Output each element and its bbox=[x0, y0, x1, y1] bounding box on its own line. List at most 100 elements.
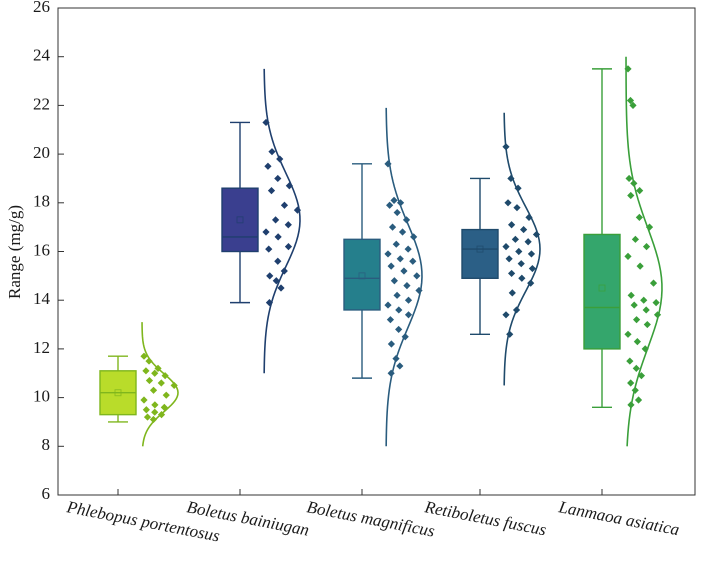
box bbox=[221, 187, 259, 253]
data-point bbox=[630, 179, 638, 187]
data-point bbox=[390, 196, 398, 204]
data-point bbox=[515, 247, 523, 256]
data-point bbox=[642, 243, 651, 251]
data-point bbox=[518, 274, 526, 282]
data-point bbox=[272, 216, 280, 224]
data-point bbox=[636, 187, 644, 195]
data-point bbox=[404, 245, 412, 253]
y-axis: 6 8 10 12 14 16 18 20 22 24 26 bbox=[33, 0, 64, 503]
data-point bbox=[267, 187, 276, 195]
data-point bbox=[140, 352, 148, 360]
data-point bbox=[637, 372, 646, 380]
data-point bbox=[264, 162, 272, 170]
data-point bbox=[390, 277, 398, 285]
data-point bbox=[517, 260, 525, 268]
data-point bbox=[528, 264, 537, 273]
data-point bbox=[284, 243, 293, 251]
data-point bbox=[392, 240, 400, 248]
data-point bbox=[280, 201, 289, 209]
data-point bbox=[404, 311, 413, 319]
data-point bbox=[384, 160, 392, 168]
data-point bbox=[398, 228, 407, 236]
data-point bbox=[384, 250, 392, 258]
data-point bbox=[506, 330, 514, 338]
data-point bbox=[386, 316, 395, 324]
density-curve bbox=[263, 68, 301, 374]
data-point bbox=[627, 401, 635, 409]
data-point bbox=[400, 267, 408, 275]
y-tick-label: 6 bbox=[42, 484, 51, 503]
data-point bbox=[508, 289, 516, 297]
data-point bbox=[625, 174, 633, 183]
data-point bbox=[293, 206, 302, 214]
data-point bbox=[265, 245, 273, 253]
box bbox=[343, 238, 381, 311]
y-tick-label: 24 bbox=[33, 46, 51, 65]
x-tick-label: Retiboletus fuscus bbox=[422, 497, 548, 539]
data-point bbox=[396, 199, 405, 207]
data-point bbox=[396, 362, 404, 370]
data-point bbox=[145, 357, 153, 365]
data-point bbox=[525, 213, 533, 222]
group-phlebopus-portentosus bbox=[99, 322, 179, 447]
data-point bbox=[386, 201, 394, 209]
data-point bbox=[274, 233, 282, 241]
data-point bbox=[140, 396, 148, 404]
data-point bbox=[512, 306, 521, 314]
y-tick-label: 14 bbox=[33, 289, 51, 308]
data-point bbox=[642, 306, 650, 314]
data-point bbox=[410, 233, 418, 241]
data-point bbox=[507, 269, 516, 278]
data-point bbox=[624, 65, 632, 73]
data-point bbox=[631, 235, 640, 243]
group-boletus-magnificus bbox=[343, 107, 423, 447]
y-tick-label: 10 bbox=[33, 387, 50, 406]
data-point bbox=[653, 311, 662, 319]
data-point bbox=[384, 301, 392, 309]
data-point bbox=[636, 262, 644, 270]
data-point bbox=[502, 243, 510, 251]
data-point bbox=[502, 311, 510, 319]
data-point bbox=[505, 255, 513, 263]
data-point bbox=[504, 199, 512, 207]
data-point bbox=[624, 252, 632, 260]
data-point bbox=[393, 208, 401, 217]
mean-marker bbox=[598, 284, 606, 292]
group-retiboletus-fuscus bbox=[461, 112, 541, 386]
data-point bbox=[151, 369, 159, 377]
data-point bbox=[633, 337, 641, 346]
data-point bbox=[157, 379, 165, 387]
data-point bbox=[640, 296, 648, 304]
data-point bbox=[145, 376, 154, 385]
y-axis-title: Range (mg/g) bbox=[5, 205, 24, 299]
data-point bbox=[507, 221, 516, 229]
data-point bbox=[161, 372, 169, 380]
data-point bbox=[404, 296, 413, 304]
data-point bbox=[387, 262, 395, 270]
y-tick-label: 12 bbox=[33, 338, 50, 357]
y-tick-label: 20 bbox=[33, 143, 50, 162]
data-point bbox=[265, 299, 274, 307]
data-point bbox=[160, 403, 168, 411]
data-point bbox=[170, 381, 178, 390]
data-point bbox=[274, 174, 282, 183]
mean-marker bbox=[114, 389, 122, 397]
data-point bbox=[262, 228, 270, 236]
data-point bbox=[624, 330, 632, 338]
group-lanmaoa-asiatica bbox=[583, 56, 663, 447]
data-point bbox=[630, 301, 638, 309]
x-tick-label: Boletus magnificus bbox=[305, 497, 436, 541]
data-point bbox=[395, 325, 403, 334]
data-point bbox=[415, 286, 423, 295]
data-point bbox=[403, 281, 411, 290]
y-tick-label: 16 bbox=[33, 240, 50, 259]
data-point bbox=[162, 391, 170, 399]
data-point bbox=[392, 355, 400, 363]
data-point bbox=[393, 291, 401, 299]
data-point bbox=[629, 101, 637, 109]
mean-marker bbox=[476, 245, 484, 253]
data-point bbox=[277, 284, 285, 292]
data-point bbox=[632, 364, 640, 372]
mean-marker bbox=[236, 216, 244, 224]
